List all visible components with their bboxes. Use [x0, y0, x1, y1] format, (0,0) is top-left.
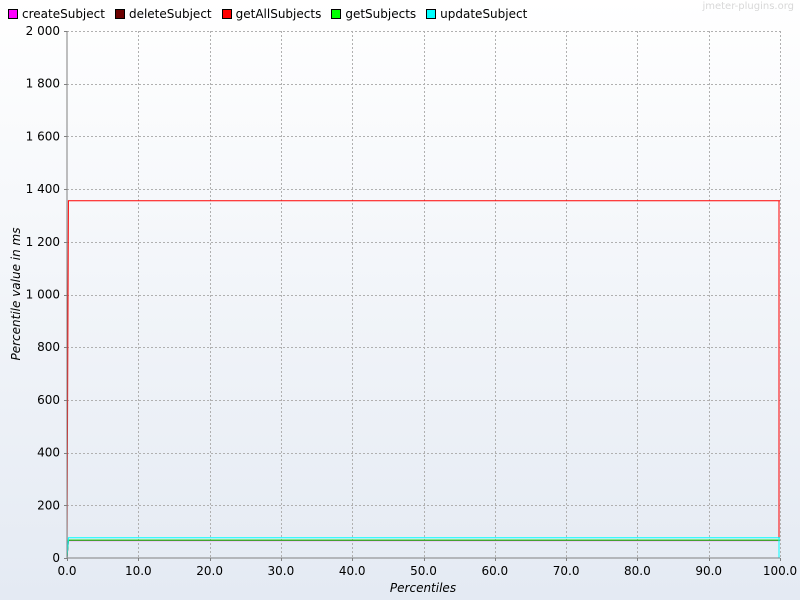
- series-line-deleteSubject: [66, 539, 780, 559]
- legend-label: createSubject: [22, 7, 105, 21]
- legend-label: deleteSubject: [128, 7, 212, 21]
- legend-label: getAllSubjects: [235, 7, 322, 21]
- watermark: jmeter-plugins.org: [702, 1, 794, 12]
- legend-item-createSubject: createSubject: [8, 7, 105, 21]
- y-tick-label: 600: [37, 393, 60, 407]
- y-axis-title: Percentile value in ms: [9, 228, 23, 361]
- series-line-getSubjects: [66, 539, 780, 559]
- legend-item-deleteSubject: deleteSubject: [114, 7, 212, 21]
- x-axis-title: Percentiles: [390, 581, 456, 595]
- series-line-getAllSubjects: [66, 200, 780, 559]
- x-tick-label: 0.0: [57, 564, 76, 578]
- legend-swatch: [8, 9, 18, 19]
- legend-swatch: [331, 9, 342, 19]
- y-tick-label: 1 400: [26, 182, 60, 196]
- plot-area: [67, 31, 780, 558]
- series-line-updateSubject: [66, 537, 780, 559]
- y-tick-label: 1 200: [26, 235, 60, 249]
- y-tick-label: 200: [37, 498, 60, 512]
- legend-item-getAllSubjects: getAllSubjects: [221, 7, 322, 21]
- axes: [66, 31, 780, 559]
- x-tick-label: 30.0: [268, 564, 295, 578]
- x-tick-label: 60.0: [481, 564, 508, 578]
- x-tick-label: 70.0: [553, 564, 580, 578]
- legend-swatch: [221, 9, 232, 19]
- y-tick-label: 1 000: [26, 288, 60, 302]
- x-tick-label: 10.0: [125, 564, 152, 578]
- series-line-createSubject: [66, 540, 780, 559]
- x-tick-label: 100.0: [763, 564, 797, 578]
- legend-item-updateSubject: updateSubject: [426, 7, 527, 21]
- x-tick-label: 20.0: [196, 564, 223, 578]
- legend-label: updateSubject: [440, 7, 528, 21]
- y-tick-label: 1 800: [26, 77, 60, 91]
- grid-lines: [67, 31, 781, 558]
- y-tick-label: 2 000: [26, 24, 60, 38]
- y-tick-label: 1 600: [26, 129, 60, 143]
- series-lines: [66, 200, 780, 559]
- chart-legend: createSubject deleteSubject getAllSubjec…: [8, 7, 537, 21]
- x-tick-label: 50.0: [410, 564, 437, 578]
- x-tick-label: 90.0: [695, 564, 722, 578]
- tick-labels: 0.0 10.0 20.0 30.0 40.0 50.0 60.0 70.0 80.0 90.0 1…: [26, 24, 798, 578]
- legend-swatch: [426, 9, 437, 19]
- legend-label: getSubjects: [345, 7, 417, 21]
- x-tick-label: 40.0: [339, 564, 366, 578]
- legend-swatch: [114, 9, 125, 19]
- x-tick-label: 80.0: [624, 564, 651, 578]
- y-tick-label: 0: [52, 551, 60, 565]
- y-tick-label: 800: [37, 340, 60, 354]
- legend-item-getSubjects: getSubjects: [331, 7, 416, 21]
- y-tick-label: 400: [37, 446, 60, 460]
